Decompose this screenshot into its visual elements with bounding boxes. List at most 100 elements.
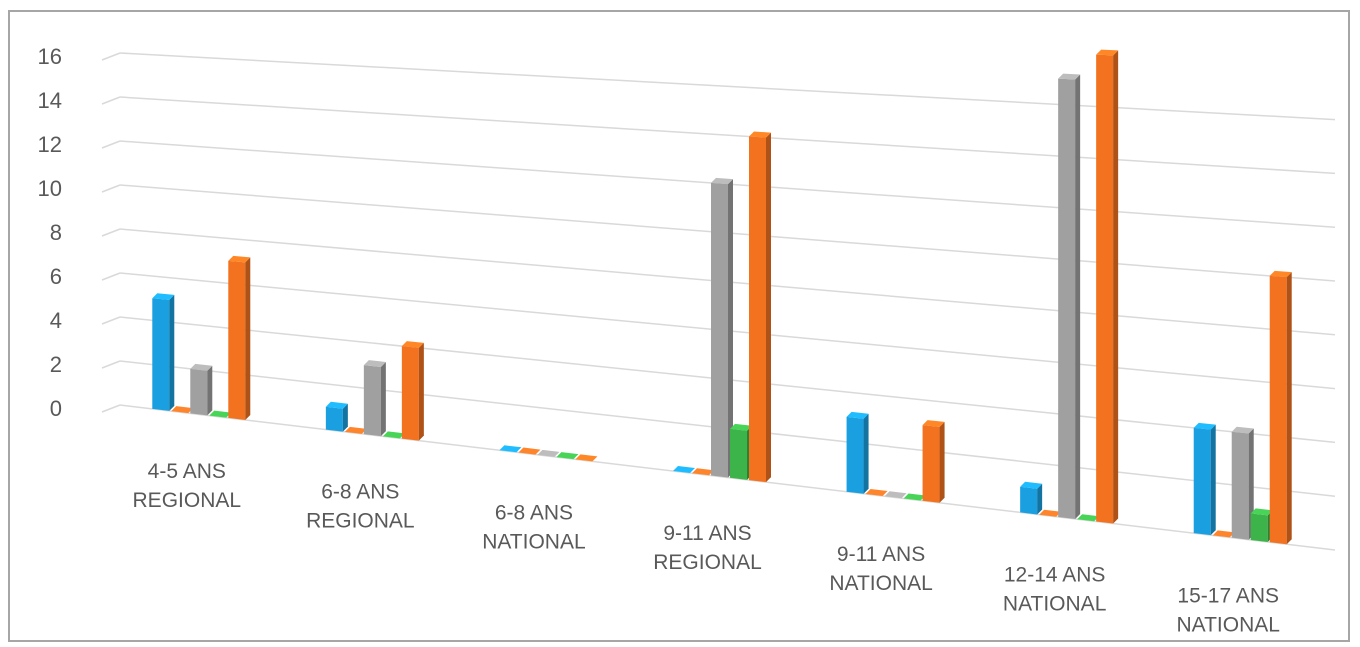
y-axis: 0 2 4 6 8 10 12 14 16 [38,44,62,421]
bar-side [728,179,733,478]
bar-top [1058,73,1081,80]
x-category-label: 12-14 ANS NATIONAL [1003,564,1106,616]
x-axis: 4-5 ANS REGIONAL 6-8 ANS REGIONAL 6-8 ANS NAT… [133,460,1280,636]
bar [749,131,771,483]
bar [1020,481,1043,515]
bar-top [749,131,771,138]
bar-front [1250,513,1268,542]
bar-side [1037,483,1043,515]
y-tick-label: 12 [38,132,62,157]
bar [1269,270,1292,545]
bar [1212,530,1235,538]
bar-top [1077,514,1100,522]
bar [1096,49,1119,524]
bar [730,423,752,480]
bar [575,454,598,462]
bar-top [1269,270,1292,278]
bar-front [730,428,747,480]
gridline-side [101,316,121,325]
gridline [119,52,1336,121]
bar-front [1231,431,1249,540]
bar-top [903,493,926,501]
bar-top [556,452,579,460]
bar-front [190,368,208,416]
bar-side [169,294,175,411]
bar [325,401,348,432]
bar [1193,422,1216,536]
bar-top [730,423,752,431]
x-category-label: 9-11 ANS REGIONAL [653,522,762,574]
bar-front [922,425,940,503]
bar-top [190,363,213,371]
gridline-side [101,184,121,193]
bar-front [1193,427,1211,536]
bar-side [863,413,869,494]
bar-top [228,255,251,263]
bar-top [922,420,945,427]
bar-top [152,293,175,300]
bar [1058,73,1081,519]
bar-front [401,346,419,441]
bar [363,360,386,437]
gridline-side [101,96,121,105]
bar-front [711,182,728,478]
bar-side [766,132,771,483]
bar-top [884,491,907,499]
gridline-side [101,404,121,413]
bar-top [1212,530,1235,538]
bar-top [171,406,194,414]
bar [711,177,733,478]
bar-front [1058,78,1076,519]
bar-top [1020,481,1043,489]
bar [673,465,695,474]
bar-front [1269,275,1287,545]
bar-top [325,401,348,409]
bar-top [401,341,424,348]
bar [171,406,194,414]
bar-top [344,426,367,434]
bar-top [1231,426,1254,434]
gridline-side [101,228,121,237]
bar-top [518,447,541,455]
bar [903,493,926,501]
bar-front [363,365,381,437]
y-tick-label: 8 [50,220,62,245]
y-tick-label: 0 [50,396,62,421]
bar-side [1113,50,1119,524]
bar [1077,514,1100,522]
bar-front [152,298,170,411]
bar-top [382,431,405,439]
bar-side [1286,272,1292,545]
bar [865,488,888,497]
y-tick-label: 2 [50,352,62,377]
gridline-side [101,272,121,281]
bar-top [575,454,598,462]
bars [152,49,1292,545]
bar-side [245,257,251,420]
bar [1231,426,1254,540]
bar [922,420,945,503]
y-tick-label: 14 [38,88,62,113]
bar-top [209,410,232,418]
bar [884,491,907,499]
bar-front [1096,54,1114,524]
bar-side [380,361,386,437]
gridline-side [101,52,121,61]
x-category-label: 4-5 ANS REGIONAL [133,460,242,512]
x-category-label: 6-8 ANS NATIONAL [482,501,585,553]
bar-top [711,177,733,185]
bar-front [846,416,864,494]
bar-front [325,406,343,432]
gridline [119,404,1336,551]
y-tick-label: 10 [38,176,62,201]
bar-top [537,449,560,457]
bar [1250,508,1273,542]
y-tick-label: 16 [38,44,62,69]
bar-top [865,488,888,497]
bar-side [939,421,945,503]
bar-top [673,465,695,474]
bar-top [1193,422,1216,430]
bar-front [749,136,766,483]
bar [152,293,175,411]
